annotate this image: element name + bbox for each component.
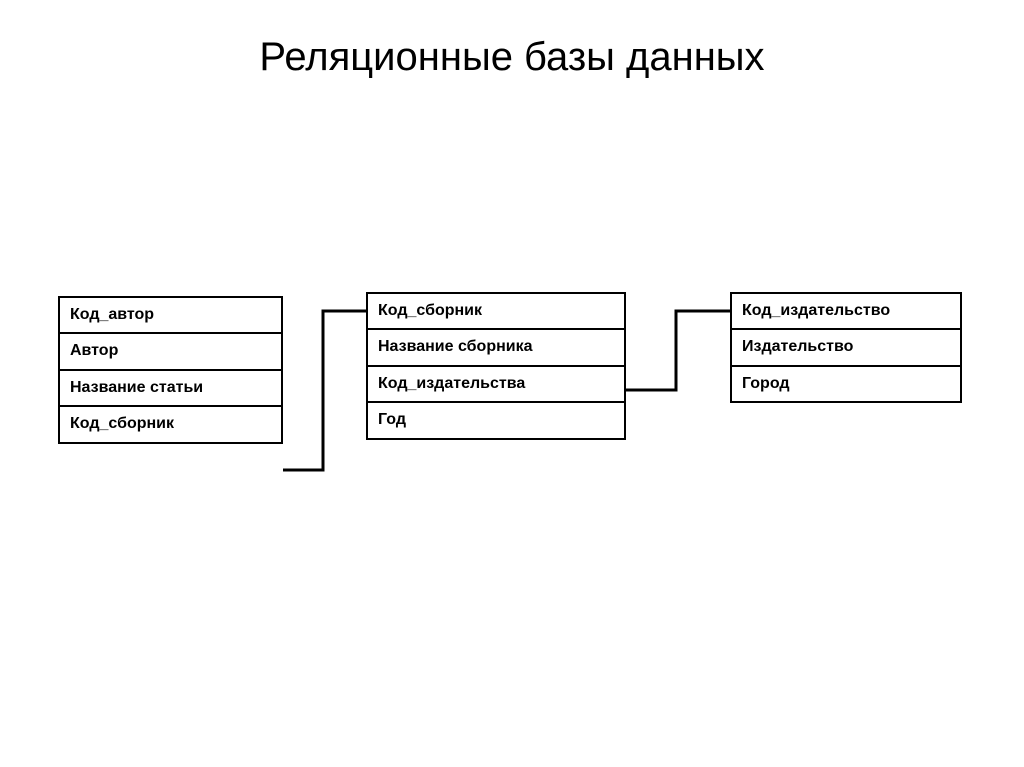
diagram-canvas: Код_автор Автор Название статьи Код_сбор… — [0, 0, 1024, 767]
field-publisher-1: Издательство — [732, 330, 960, 366]
field-collection-3: Год — [368, 403, 624, 437]
field-author-0: Код_автор — [60, 298, 281, 334]
entity-collection: Код_сборник Название сборника Код_издате… — [366, 292, 626, 440]
entity-publisher: Код_издательство Издательство Город — [730, 292, 962, 403]
field-author-3: Код_сборник — [60, 407, 281, 441]
field-publisher-0: Код_издательство — [732, 294, 960, 330]
field-collection-1: Название сборника — [368, 330, 624, 366]
field-collection-2: Код_издательства — [368, 367, 624, 403]
connector-collection-publisher — [626, 311, 730, 390]
connector-author-collection — [283, 311, 366, 470]
field-publisher-2: Город — [732, 367, 960, 401]
field-author-1: Автор — [60, 334, 281, 370]
entity-author: Код_автор Автор Название статьи Код_сбор… — [58, 296, 283, 444]
field-collection-0: Код_сборник — [368, 294, 624, 330]
field-author-2: Название статьи — [60, 371, 281, 407]
